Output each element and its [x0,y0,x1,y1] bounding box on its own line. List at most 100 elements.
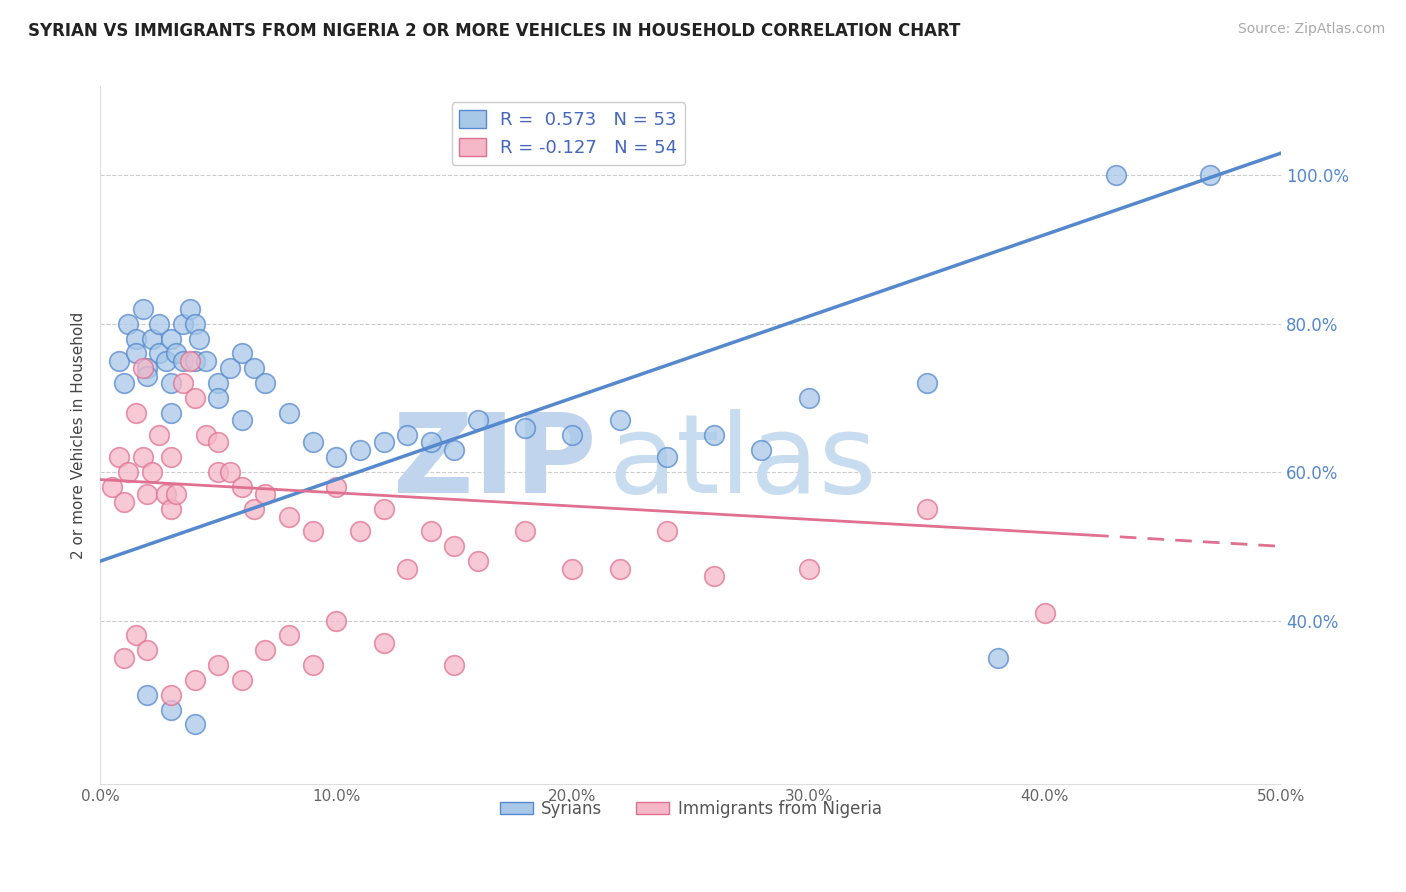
Point [183,673,205,687]
Point [349,442,371,457]
Point [136,361,159,376]
Point [172,317,194,331]
Point [207,435,229,450]
Point [207,376,229,391]
Point [609,413,631,427]
Point [207,465,229,479]
Point [1199,169,1222,183]
Point [160,406,183,420]
Point [231,413,253,427]
Point [443,539,465,553]
Point [467,554,489,568]
Point [301,435,323,450]
Legend: Syrians, Immigrants from Nigeria: Syrians, Immigrants from Nigeria [494,793,889,824]
Point [467,413,489,427]
Point [183,317,205,331]
Point [797,391,820,405]
Text: Source: ZipAtlas.com: Source: ZipAtlas.com [1237,22,1385,37]
Point [108,354,131,368]
Point [160,450,183,465]
Point [101,480,124,494]
Point [131,301,153,316]
Text: SYRIAN VS IMMIGRANTS FROM NIGERIA 2 OR MORE VEHICLES IN HOUSEHOLD CORRELATION CH: SYRIAN VS IMMIGRANTS FROM NIGERIA 2 OR M… [28,22,960,40]
Point [987,650,1010,665]
Point [515,420,537,434]
Point [155,487,177,501]
Point [179,354,201,368]
Point [325,450,347,465]
Point [108,450,131,465]
Point [141,332,163,346]
Point [155,354,177,368]
Point [141,465,163,479]
Point [325,614,347,628]
Point [207,391,229,405]
Point [278,406,301,420]
Point [254,643,277,657]
Point [179,301,201,316]
Point [301,658,323,673]
Point [655,524,678,539]
Point [373,636,395,650]
Point [242,361,264,376]
Point [131,361,153,376]
Point [561,428,583,442]
Point [160,502,183,516]
Point [797,561,820,575]
Point [124,628,146,642]
Point [136,368,159,383]
Point [254,376,277,391]
Text: ZIP: ZIP [392,409,596,516]
Point [136,643,159,657]
Point [1033,606,1056,620]
Point [148,346,170,360]
Point [349,524,371,539]
Point [278,628,301,642]
Point [373,502,395,516]
Point [117,465,139,479]
Point [207,658,229,673]
Point [373,435,395,450]
Point [172,376,194,391]
Point [148,317,170,331]
Point [160,688,183,702]
Point [655,450,678,465]
Point [124,346,146,360]
Point [443,658,465,673]
Point [419,524,441,539]
Point [703,569,725,583]
Point [219,465,242,479]
Point [160,332,183,346]
Point [165,346,187,360]
Point [1104,169,1126,183]
Point [609,561,631,575]
Point [183,391,205,405]
Point [136,487,159,501]
Point [160,376,183,391]
Point [160,702,183,716]
Point [231,673,253,687]
Point [112,495,135,509]
Point [183,354,205,368]
Point [172,354,194,368]
Point [219,361,242,376]
Point [254,487,277,501]
Point [325,480,347,494]
Point [301,524,323,539]
Point [703,428,725,442]
Point [195,354,218,368]
Point [124,406,146,420]
Point [751,442,773,457]
Point [396,561,419,575]
Point [443,442,465,457]
Y-axis label: 2 or more Vehicles in Household: 2 or more Vehicles in Household [72,311,86,558]
Point [231,480,253,494]
Point [515,524,537,539]
Point [419,435,441,450]
Point [117,317,139,331]
Point [124,332,146,346]
Point [396,428,419,442]
Point [165,487,187,501]
Point [915,376,938,391]
Point [112,376,135,391]
